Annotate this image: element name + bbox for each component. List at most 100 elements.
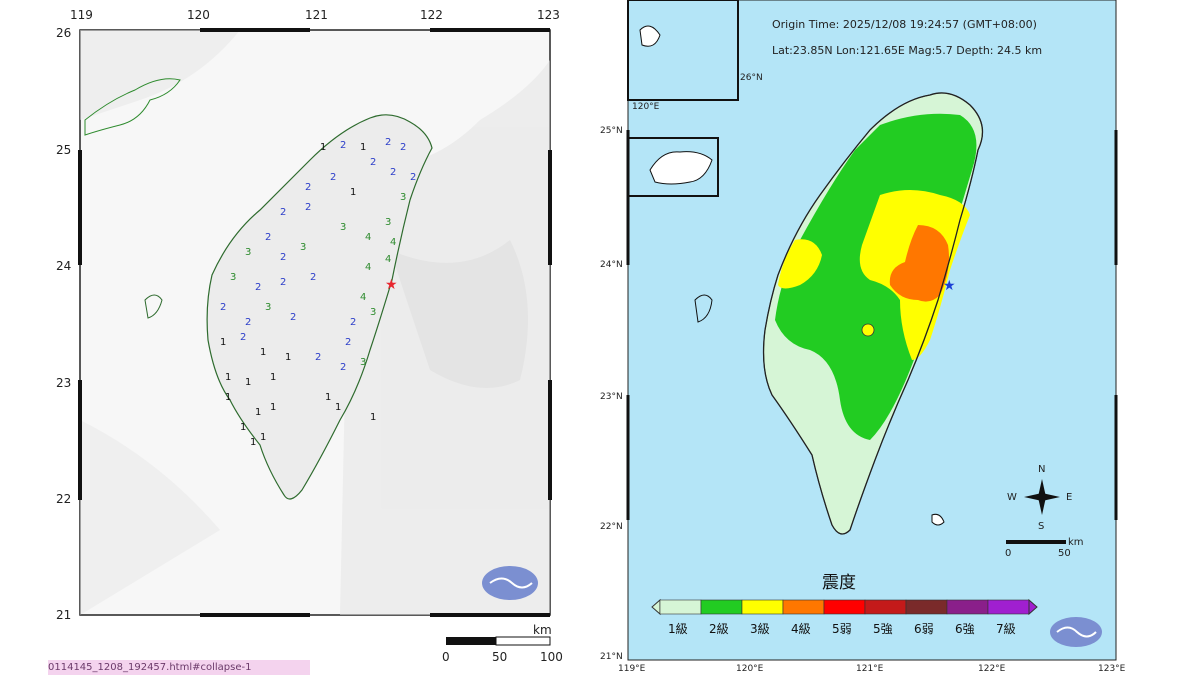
lat-22: 22°N	[600, 522, 623, 532]
lat-tick-25: 25	[56, 143, 72, 157]
lat-tick-24: 24	[56, 259, 72, 273]
left-scale-unit: km	[533, 623, 552, 637]
svg-text:2: 2	[310, 272, 316, 283]
svg-text:2: 2	[255, 282, 261, 293]
svg-text:2: 2	[305, 182, 311, 193]
url-fragment[interactable]: 0114145_1208_192457.html#collapse-1	[48, 660, 310, 675]
epicenter-info: Lat:23.85N Lon:121.65E Mag:5.7 Depth: 24…	[772, 44, 1043, 57]
lat-25: 25°N	[600, 126, 623, 136]
legend-label-6: 5強	[873, 622, 893, 636]
compass-e: E	[1066, 492, 1073, 503]
taiwan-intensity-3b-zone	[778, 239, 822, 289]
origin-time: Origin Time: 2025/12/08 19:24:57 (GMT+08…	[772, 18, 1037, 31]
svg-text:1: 1	[245, 377, 251, 388]
svg-text:1: 1	[350, 187, 356, 198]
svg-text:3: 3	[385, 217, 391, 228]
compass-w: W	[1007, 492, 1017, 503]
legend-label-5: 5弱	[832, 622, 852, 636]
left-scale-100: 100	[540, 650, 563, 664]
right-scale-50: 50	[1058, 548, 1071, 559]
compass-rose-icon	[1024, 479, 1060, 515]
left-scale-50: 50	[492, 650, 508, 664]
svg-text:1: 1	[240, 422, 246, 433]
svg-text:2: 2	[340, 362, 346, 373]
legend-label-1: 1級	[668, 622, 688, 636]
lat-23: 23°N	[600, 392, 623, 402]
lon-120e: 120°E	[736, 664, 764, 674]
svg-text:2: 2	[340, 140, 346, 151]
svg-text:4: 4	[365, 232, 371, 243]
legend-swatch-3	[741, 599, 784, 615]
cwa-logo-left	[482, 566, 538, 600]
svg-text:3: 3	[370, 307, 376, 318]
svg-text:4: 4	[390, 237, 396, 248]
inset-lat-label: 26°N	[740, 73, 763, 83]
left-scale-bar	[446, 637, 496, 645]
lon-121e: 121°E	[856, 664, 884, 674]
legend-swatch-1	[659, 599, 702, 615]
right-scale-bar	[1006, 540, 1066, 544]
legend-swatch-8	[946, 599, 989, 615]
legend-swatch-7	[905, 599, 948, 615]
lon-tick-123: 123	[537, 8, 560, 22]
svg-text:4: 4	[360, 292, 366, 303]
legend-swatch-6	[864, 599, 907, 615]
inset-lon-label: 120°E	[632, 102, 660, 112]
lat-tick-23: 23	[56, 376, 72, 390]
lon-tick-120: 120	[187, 8, 210, 22]
lat-tick-22: 22	[56, 492, 72, 506]
right-scale-0: 0	[1005, 548, 1012, 559]
svg-text:1: 1	[225, 372, 231, 383]
legend-label-7: 6弱	[914, 622, 934, 636]
svg-text:3: 3	[360, 357, 366, 368]
svg-text:1: 1	[255, 407, 261, 418]
svg-text:4: 4	[365, 262, 371, 273]
lat-21: 21°N	[600, 652, 623, 662]
svg-text:1: 1	[220, 337, 226, 348]
legend-swatch-9	[987, 599, 1030, 615]
svg-text:2: 2	[370, 157, 376, 168]
svg-text:2: 2	[400, 142, 406, 153]
svg-text:4: 4	[385, 254, 391, 265]
svg-text:2: 2	[280, 252, 286, 263]
svg-text:3: 3	[265, 302, 271, 313]
lon-119e: 119°E	[618, 664, 646, 674]
left-scale-0: 0	[442, 650, 450, 664]
svg-text:2: 2	[290, 312, 296, 323]
svg-text:3: 3	[340, 222, 346, 233]
lat-tick-26: 26	[56, 26, 72, 40]
svg-text:1: 1	[325, 392, 331, 403]
lon-123e: 123°E	[1098, 664, 1126, 674]
lon-122e: 122°E	[978, 664, 1006, 674]
svg-text:1: 1	[260, 347, 266, 358]
svg-text:2: 2	[330, 172, 336, 183]
svg-text:2: 2	[280, 207, 286, 218]
lat-24: 24°N	[600, 260, 623, 270]
svg-text:2: 2	[410, 172, 416, 183]
legend-label-2: 2級	[709, 622, 729, 636]
intensity-legend-bar	[651, 598, 1038, 616]
left-epicenter-star: ★	[385, 277, 398, 293]
svg-text:1: 1	[360, 142, 366, 153]
svg-text:2: 2	[305, 202, 311, 213]
svg-text:3: 3	[245, 247, 251, 258]
svg-text:1: 1	[270, 372, 276, 383]
svg-text:2: 2	[280, 277, 286, 288]
lat-tick-21: 21	[56, 608, 72, 622]
legend-label-3: 3級	[750, 622, 770, 636]
svg-text:1: 1	[260, 432, 266, 443]
svg-text:2: 2	[350, 317, 356, 328]
legend-label-9: 7級	[996, 622, 1016, 636]
svg-text:1: 1	[285, 352, 291, 363]
svg-text:2: 2	[265, 232, 271, 243]
svg-text:1: 1	[250, 437, 256, 448]
svg-text:1: 1	[320, 142, 326, 153]
svg-text:1: 1	[335, 402, 341, 413]
svg-text:3: 3	[230, 272, 236, 283]
svg-text:3: 3	[300, 242, 306, 253]
compass-n: N	[1038, 464, 1046, 475]
svg-text:1: 1	[225, 392, 231, 403]
svg-text:2: 2	[315, 352, 321, 363]
